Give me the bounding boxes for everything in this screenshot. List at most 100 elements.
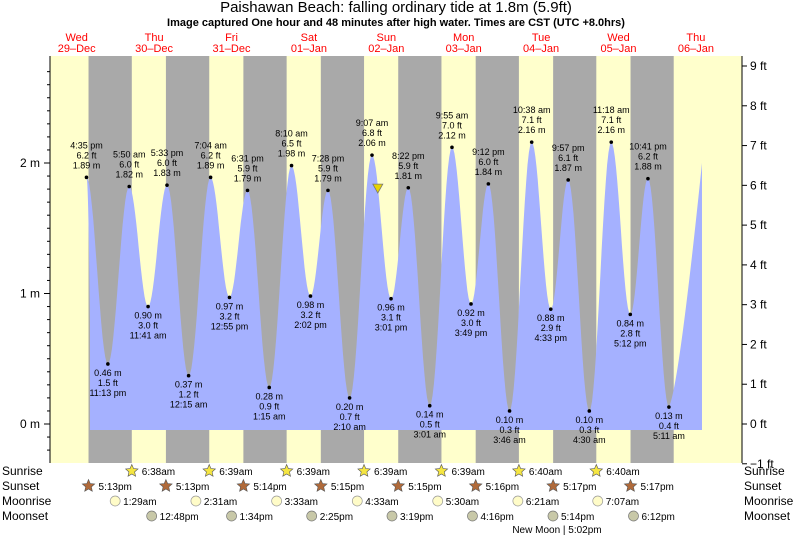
high-tide-label: 1.98 m <box>278 149 306 159</box>
low-tide-label: 0.88 m <box>537 313 565 323</box>
tide-point <box>507 409 512 413</box>
tide-point <box>587 409 592 413</box>
moonrise-time: 4:33am <box>365 497 398 508</box>
high-tide-label: 1.81 m <box>395 171 423 181</box>
moonset-time: 1:34pm <box>240 512 273 523</box>
moonrise-icon <box>109 495 121 507</box>
chart-title: Paishawan Beach: falling ordinary tide a… <box>220 0 572 16</box>
high-tide-label: 2.12 m <box>438 130 466 140</box>
high-tide-label: 7:04 am <box>194 140 227 150</box>
moonset-time: 4:16pm <box>480 512 513 523</box>
y-left-tick-label: 2 m <box>20 156 40 170</box>
high-tide-label: 7.1 ft <box>601 115 622 125</box>
low-tide-label: 4:30 am <box>573 435 606 445</box>
sunset-row-label-right: Sunset <box>744 479 782 493</box>
moonrise-icon <box>351 495 363 507</box>
sunrise-time: 6:39am <box>451 467 484 478</box>
sunset-time: 5:13pm <box>99 482 132 493</box>
tide-curve <box>86 142 702 430</box>
y-right-tick-label: −1 ft <box>750 457 774 471</box>
moonset-time: 12:48pm <box>160 512 199 523</box>
low-tide-label: 2:10 am <box>333 422 366 432</box>
high-tide-label: 11:18 am <box>593 105 630 115</box>
low-tide-label: 3:49 pm <box>455 328 488 338</box>
high-tide-label: 8:10 am <box>275 129 308 139</box>
high-tide-label: 6.5 ft <box>282 139 303 149</box>
y-right-tick-label: 6 ft <box>750 178 767 192</box>
low-tide-label: 12:55 pm <box>211 321 249 331</box>
high-tide-label: 1.82 m <box>115 169 143 179</box>
moonset-icon <box>146 510 158 522</box>
high-tide-label: 1.79 m <box>314 173 342 183</box>
sunrise-row-label: Sunrise <box>2 464 43 478</box>
moonrise-time: 2:31am <box>204 497 237 508</box>
day-header-dow: Mon <box>453 32 474 44</box>
high-tide-label: 8:22 pm <box>392 151 425 161</box>
y-right-tick-label: 5 ft <box>750 218 767 232</box>
high-tide-label: 5:33 pm <box>151 148 184 158</box>
tide-point <box>486 182 491 186</box>
y-right-tick-label: 3 ft <box>750 298 767 312</box>
low-tide-label: 0.96 m <box>377 303 405 313</box>
low-tide-label: 0.46 m <box>94 368 122 378</box>
day-header-date: 06–Jan <box>678 43 714 55</box>
high-tide-label: 6.2 ft <box>638 152 659 162</box>
tide-point <box>609 140 614 144</box>
low-tide-label: 11:13 pm <box>89 388 126 398</box>
day-header-dow: Thu <box>145 32 164 44</box>
tide-point <box>127 184 132 189</box>
low-tide-label: 0.98 m <box>297 300 325 310</box>
high-tide-label: 1.83 m <box>153 168 181 178</box>
moonset-row-label: Moonset <box>2 509 49 523</box>
tide-point <box>227 295 232 300</box>
high-tide-label: 7.0 ft <box>442 120 463 130</box>
y-right-tick-label: 9 ft <box>750 59 767 73</box>
sunrise-time: 6:40am <box>529 467 562 478</box>
low-tide-label: 3.0 ft <box>461 318 482 328</box>
tide-point <box>208 175 213 180</box>
low-tide-label: 0.84 m <box>617 318 645 328</box>
moonrise-time: 6:21am <box>526 497 559 508</box>
moonrise-row-label-right: Moonrise <box>744 494 793 508</box>
high-tide-label: 6.2 ft <box>201 150 222 160</box>
low-tide-label: 2.9 ft <box>541 323 562 333</box>
low-tide-label: 0.97 m <box>216 301 244 311</box>
sunset-icon <box>546 478 561 492</box>
low-tide-label: 3.0 ft <box>138 321 159 331</box>
low-tide-label: 3.2 ft <box>219 311 240 321</box>
low-tide-label: 5:12 pm <box>614 338 647 348</box>
day-header-date: 05–Jan <box>600 43 636 55</box>
sunset-icon <box>623 478 638 492</box>
low-tide-label: 0.4 ft <box>659 421 680 431</box>
high-tide-label: 7:28 pm <box>312 153 345 163</box>
tide-point <box>289 163 294 168</box>
tide-point <box>165 183 169 187</box>
sunset-icon <box>236 478 251 492</box>
current-level-triangle <box>372 183 384 194</box>
moonrise-icon <box>432 495 444 507</box>
high-tide-label: 6.2 ft <box>76 150 97 160</box>
low-tide-label: 3.2 ft <box>300 310 321 320</box>
tide-point <box>667 405 671 409</box>
day-header-dow: Wed <box>65 32 87 44</box>
high-tide-label: 5:50 am <box>113 149 146 159</box>
tide-point <box>347 396 352 400</box>
sunrise-icon <box>124 463 139 477</box>
new-moon-label: New Moon | 5:02pm <box>512 525 601 536</box>
sunset-time: 5:17pm <box>563 482 596 493</box>
moonset-row-label-right: Moonset <box>744 509 791 523</box>
low-tide-label: 0.20 m <box>336 402 364 412</box>
low-tide-label: 0.3 ft <box>500 425 521 435</box>
sunset-time: 5:15pm <box>408 482 441 493</box>
day-header-date: 03–Jan <box>446 43 482 55</box>
high-tide-label: 1.88 m <box>634 162 662 172</box>
low-tide-label: 2:02 pm <box>294 320 327 330</box>
high-tide-label: 6.0 ft <box>478 157 499 167</box>
tide-water-area <box>86 142 702 430</box>
low-tide-label: 12:15 am <box>170 400 208 410</box>
high-tide-label: 6.8 ft <box>362 128 383 138</box>
low-tide-label: 0.90 m <box>134 311 162 321</box>
moonrise-icon <box>592 495 604 507</box>
sunrise-icon <box>202 463 217 477</box>
